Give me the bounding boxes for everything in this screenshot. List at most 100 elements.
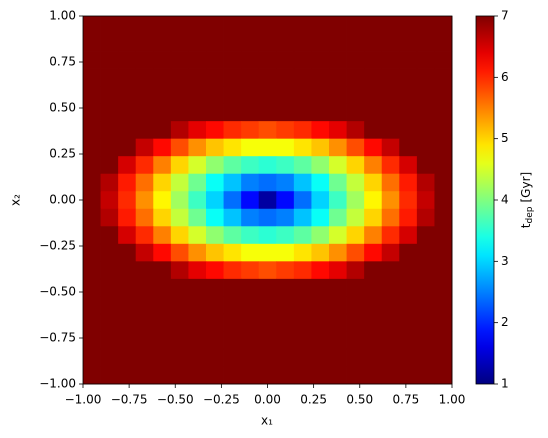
- heatmap-cell: [416, 68, 435, 87]
- heatmap-cell: [258, 86, 277, 105]
- heatmap-cell: [223, 313, 242, 332]
- heatmap-cell: [100, 103, 119, 122]
- heatmap-cell: [206, 156, 224, 175]
- heatmap-cell: [311, 86, 330, 105]
- heatmap-cell: [83, 68, 101, 87]
- heatmap-cell: [100, 243, 119, 262]
- heatmap-cell: [399, 296, 418, 315]
- heatmap-cell: [329, 138, 347, 157]
- heatmap-cell: [399, 103, 418, 122]
- y-tick-label: 0.00: [49, 193, 76, 207]
- heatmap-cell: [364, 366, 383, 385]
- heatmap-cell: [293, 156, 312, 175]
- heatmap-cell: [241, 348, 260, 367]
- heatmap-cell: [100, 313, 119, 332]
- heatmap-cell: [241, 191, 260, 210]
- heatmap-cell: [434, 243, 453, 262]
- heatmap-cell: [399, 261, 418, 280]
- heatmap-cell: [434, 103, 453, 122]
- heatmap-cell: [241, 208, 260, 227]
- colorbar: [475, 15, 495, 385]
- heatmap-cell: [188, 51, 207, 69]
- heatmap-cell: [381, 86, 400, 105]
- heatmap-cell: [118, 243, 137, 262]
- heatmap-cell: [206, 261, 224, 280]
- heatmap-cell: [83, 348, 101, 367]
- heatmap-cell: [241, 68, 260, 87]
- heatmap-cell: [293, 86, 312, 105]
- heatmap-cell: [399, 156, 418, 175]
- heatmap-cell: [346, 86, 365, 105]
- colorbar-tick-label: 6: [501, 70, 509, 84]
- heatmap-cell: [100, 366, 119, 385]
- x-tick-label: −0.25: [203, 393, 240, 407]
- heatmap-cell: [223, 366, 242, 385]
- heatmap-cell: [434, 208, 453, 227]
- y-tick-label: 1.00: [49, 9, 76, 23]
- heatmap-cell: [118, 138, 137, 157]
- heatmap-cell: [206, 138, 224, 157]
- heatmap-cell: [346, 103, 365, 122]
- heatmap-cell: [329, 33, 347, 52]
- heatmap-cell: [223, 103, 242, 122]
- heatmap-cell: [170, 313, 189, 332]
- x-tick-label: 0.00: [254, 393, 281, 407]
- heatmap-cell: [153, 16, 172, 34]
- heatmap-cell: [381, 33, 400, 52]
- heatmap-cell: [346, 366, 365, 385]
- heatmap-cell: [188, 156, 207, 175]
- heatmap-cell: [118, 86, 137, 105]
- heatmap-cell: [329, 68, 347, 87]
- heatmap-cell: [416, 51, 435, 69]
- heatmap-cell: [329, 278, 347, 297]
- heatmap-cell: [311, 366, 330, 385]
- heatmap-cell: [416, 33, 435, 52]
- heatmap-cell: [153, 68, 172, 87]
- heatmap-cell: [381, 138, 400, 157]
- heatmap-cell: [188, 33, 207, 52]
- heatmap-cell: [311, 173, 330, 192]
- heatmap-cell: [293, 208, 312, 227]
- heatmap-cell: [311, 261, 330, 280]
- heatmap-cell: [434, 173, 453, 192]
- heatmap-cell: [381, 156, 400, 175]
- heatmap-cell: [100, 331, 119, 350]
- heatmap-cell: [311, 191, 330, 210]
- heatmap-cell: [346, 313, 365, 332]
- heatmap-cell: [311, 226, 330, 245]
- heatmap-cell: [311, 243, 330, 262]
- heatmap-cell: [206, 16, 224, 34]
- heatmap-cell: [364, 191, 383, 210]
- heatmap-cell: [83, 51, 101, 69]
- heatmap-cell: [329, 191, 347, 210]
- heatmap-cell: [293, 16, 312, 34]
- heatmap-cell: [329, 121, 347, 140]
- colorbar-unit: [Gyr]: [519, 172, 533, 203]
- heatmap-cell: [153, 51, 172, 69]
- x-tick-label: 0.50: [346, 393, 373, 407]
- heatmap-cell: [399, 348, 418, 367]
- heatmap-cell: [399, 16, 418, 34]
- heatmap-cell: [223, 68, 242, 87]
- heatmap-cell: [100, 226, 119, 245]
- heatmap-cell: [100, 16, 119, 34]
- heatmap-cell: [381, 226, 400, 245]
- heatmap-cell: [170, 16, 189, 34]
- heatmap-cell: [434, 138, 453, 157]
- heatmap-cell: [153, 33, 172, 52]
- heatmap-cell: [311, 33, 330, 52]
- heatmap-cell: [100, 51, 119, 69]
- heatmap-cell: [118, 313, 137, 332]
- heatmap-cell: [399, 68, 418, 87]
- heatmap-cell: [241, 331, 260, 350]
- heatmap-cell: [381, 243, 400, 262]
- heatmap-cell: [100, 68, 119, 87]
- heatmap-cell: [258, 191, 277, 210]
- heatmap-cell: [153, 173, 172, 192]
- heatmap-cell: [381, 51, 400, 69]
- heatmap-cell: [153, 156, 172, 175]
- heatmap-cell: [329, 296, 347, 315]
- heatmap-cell: [346, 191, 365, 210]
- heatmap-cell: [188, 313, 207, 332]
- heatmap-cell: [276, 121, 295, 140]
